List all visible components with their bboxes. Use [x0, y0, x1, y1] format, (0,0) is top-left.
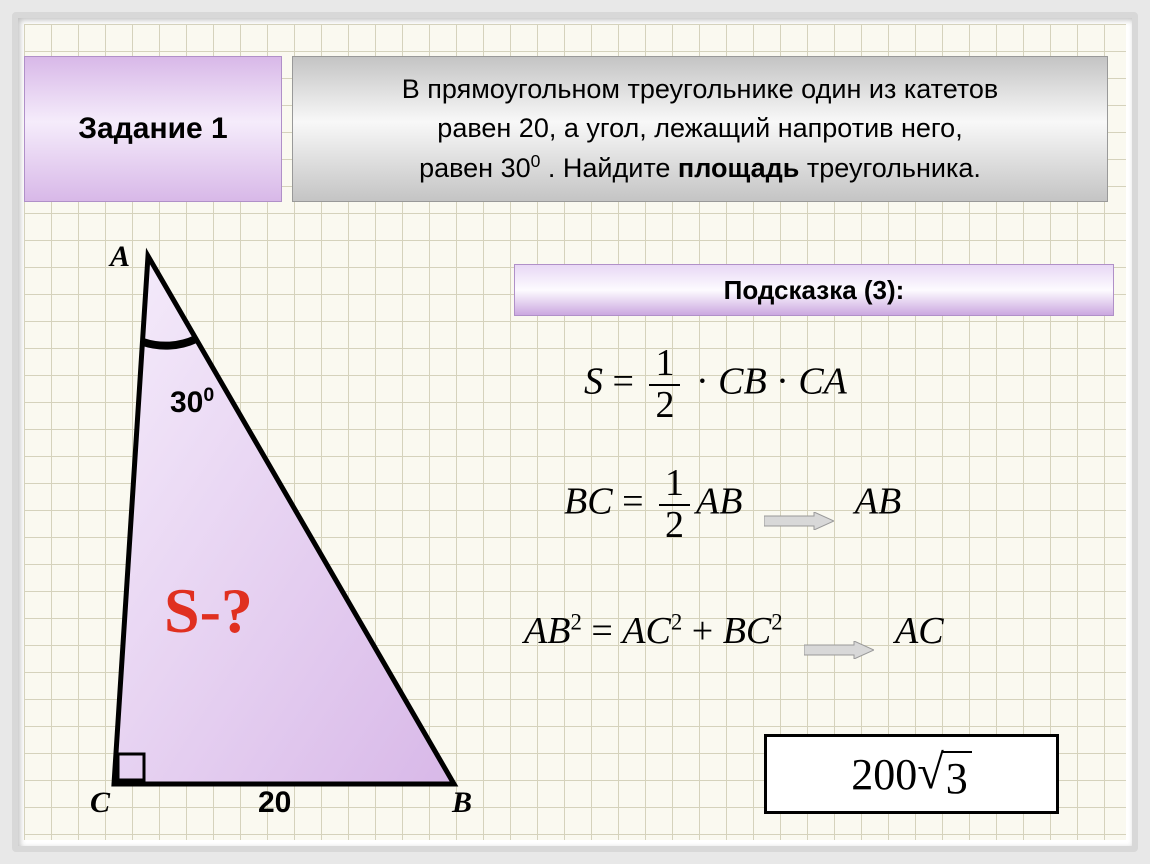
slide-frame: Задание 1 В прямоугольном треугольнике о…: [12, 12, 1138, 852]
triangle-figure: A C B 300 20 S-?: [54, 224, 494, 824]
problem-bold: площадь: [678, 153, 799, 183]
area-question: S-?: [164, 574, 253, 648]
grid-background: Задание 1 В прямоугольном треугольнике о…: [24, 24, 1126, 840]
angle-label: 300: [170, 384, 214, 420]
task-badge: Задание 1: [24, 56, 282, 202]
vertex-a: A: [110, 240, 130, 274]
problem-line3a: равен 30: [419, 153, 531, 183]
formula-area: S = 12 · CB · CA: [584, 344, 847, 426]
problem-statement: В прямоугольном треугольнике один из кат…: [292, 56, 1108, 202]
answer-box: 200 √3: [764, 734, 1059, 814]
side-bc-label: 20: [258, 786, 291, 820]
problem-line1: В прямоугольном треугольнике один из кат…: [402, 74, 999, 104]
answer-coef: 200: [851, 749, 917, 800]
hint-label: Подсказка (3):: [724, 275, 905, 306]
hint-badge: Подсказка (3):: [514, 264, 1114, 316]
triangle-shape: [114, 256, 454, 784]
arrow-icon: [764, 496, 834, 514]
arrow-icon: [804, 625, 874, 643]
answer-sqrt: √3: [917, 745, 972, 804]
formula-bc: BC = 12AB AB: [564, 464, 901, 546]
problem-line3c: треугольника.: [799, 153, 981, 183]
vertex-b: B: [452, 786, 472, 820]
vertex-c: C: [90, 786, 110, 820]
problem-line3b: . Найдите: [540, 153, 678, 183]
formula-pythagoras: AB2 = AC2 + BC2 AC: [524, 609, 944, 653]
problem-line2: равен 20, а угол, лежащий напротив него,: [437, 113, 962, 143]
task-badge-label: Задание 1: [78, 112, 227, 146]
